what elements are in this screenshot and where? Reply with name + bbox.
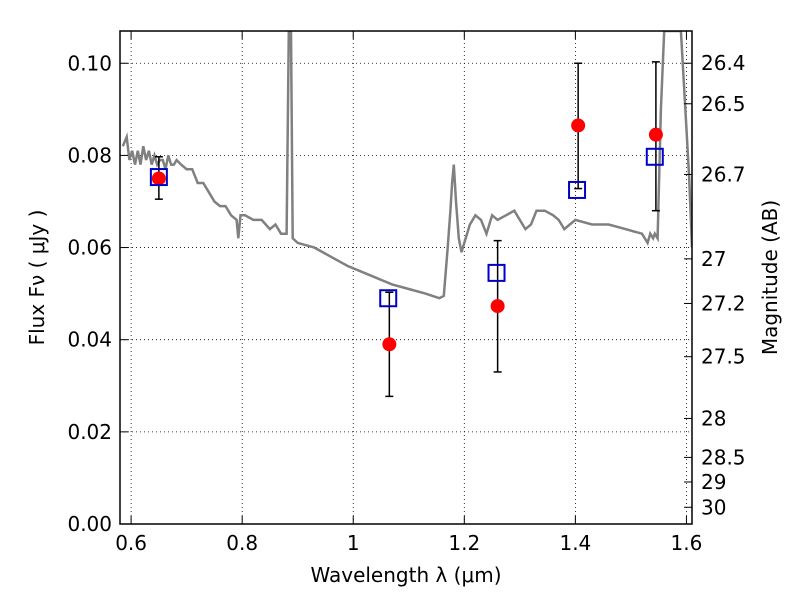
y-tick-label: 0.04 — [67, 328, 112, 352]
ticks-layer: 0.6 0.8 1 1.2 1.4 1.6 0.00 0.02 0.04 0.06 0.08 0.10… — [67, 31, 746, 555]
spectrum-line — [121, 31, 692, 300]
magnitude-tick-label: 28 — [701, 406, 726, 430]
model-photometry-point — [149, 168, 168, 187]
model-photometry-point — [645, 147, 664, 166]
y-tick-label: 0.00 — [67, 512, 112, 536]
magnitude-tick-label: 27.2 — [701, 291, 746, 315]
x-axis-label: Wavelength λ (μm) — [310, 563, 501, 587]
magnitude-tick-label: 26.7 — [701, 162, 746, 186]
model-photometry-point — [487, 263, 506, 282]
magnitude-tick-label: 27 — [701, 247, 726, 271]
y-tick-label: 0.08 — [67, 143, 112, 167]
y-tick-label: 0.10 — [67, 51, 112, 75]
x-tick-label: 0.8 — [226, 531, 258, 555]
x-tick-label: 1 — [347, 531, 360, 555]
magnitude-tick-label: 27.5 — [701, 345, 746, 369]
x-tick-label: 0.6 — [115, 531, 147, 555]
y-tick-label: 0.06 — [67, 236, 112, 260]
y-axis-right-label: Magnitude (AB) — [758, 200, 782, 355]
magnitude-tick-label: 29 — [701, 470, 726, 494]
x-tick-label: 1.4 — [559, 531, 591, 555]
y-tick-label: 0.02 — [67, 420, 112, 444]
magnitude-tick-label: 30 — [701, 495, 726, 519]
x-tick-label: 1.2 — [448, 531, 480, 555]
magnitude-tick-label: 26.5 — [701, 92, 746, 116]
plot-frame — [119, 30, 693, 525]
grid — [120, 31, 692, 525]
model-photometry-point — [379, 289, 398, 308]
points-layer — [149, 61, 664, 398]
x-tick-label: 1.6 — [671, 531, 703, 555]
magnitude-tick-label: 28.5 — [701, 445, 746, 469]
observed-flux-point — [382, 337, 397, 352]
observed-flux-point — [490, 299, 505, 314]
observed-flux-point — [571, 118, 586, 133]
magnitude-tick-label: 26.4 — [701, 51, 746, 75]
model-photometry-point — [568, 180, 587, 199]
observed-flux-point — [648, 127, 663, 142]
y-axis-label: Flux Fν ( μJy ) — [25, 210, 49, 346]
observed-flux-point — [151, 171, 166, 186]
spectrum-layer — [121, 31, 692, 300]
